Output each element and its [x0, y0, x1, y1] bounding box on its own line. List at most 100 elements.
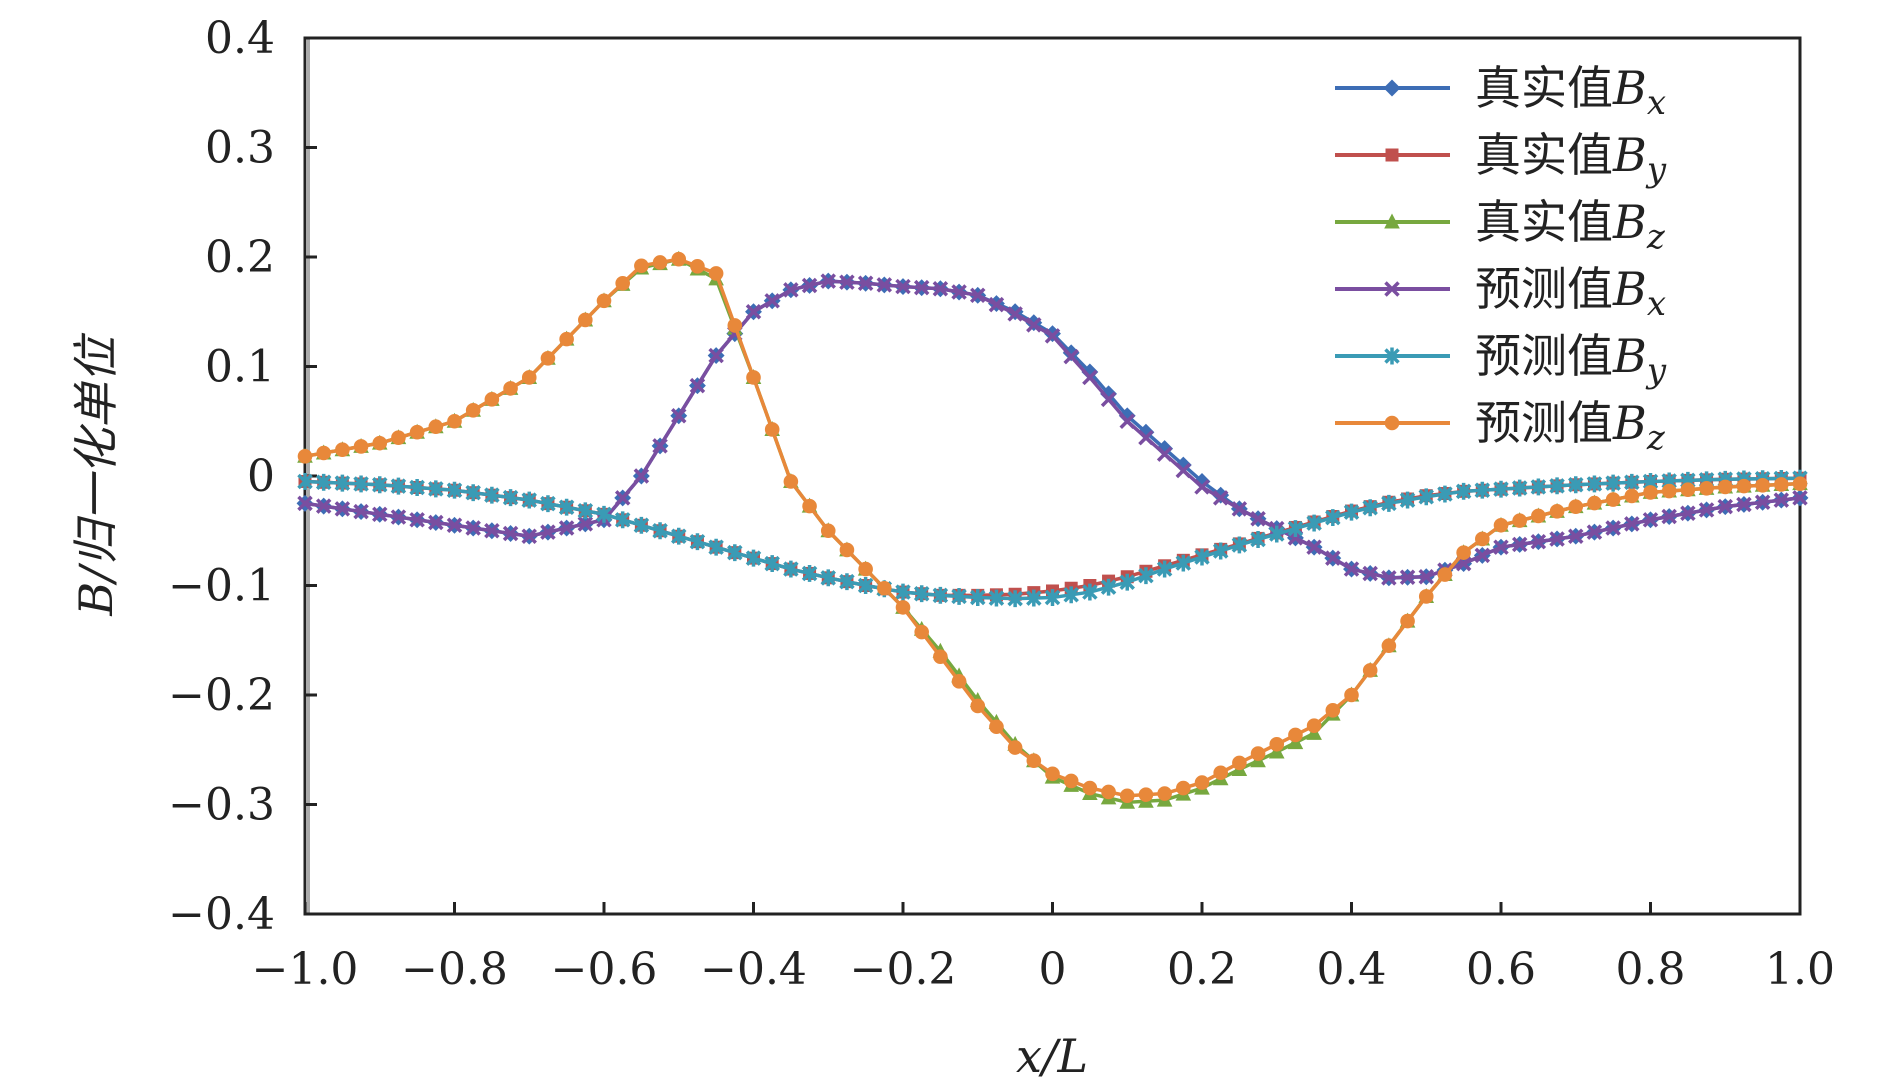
legend-label: 真实值Bz — [1475, 195, 1666, 257]
data-point — [372, 506, 388, 523]
data-point — [839, 573, 855, 591]
data-point — [727, 318, 743, 333]
data-point — [315, 498, 332, 514]
data-point — [521, 491, 537, 509]
data-point — [690, 259, 705, 274]
data-point — [1362, 499, 1378, 517]
y-tick-label: −0.2 — [168, 670, 275, 721]
data-point — [802, 498, 817, 514]
x-tick-label: 1.0 — [1765, 944, 1835, 995]
data-point — [1194, 548, 1210, 566]
legend-entry-4: 预测值Bx — [1335, 262, 1666, 324]
data-point — [1118, 407, 1136, 425]
legend-entry-5: 预测值By — [1335, 329, 1667, 391]
x-tick-label: 0.4 — [1317, 944, 1387, 995]
y-tick-label: 0.4 — [205, 13, 275, 64]
data-point — [820, 523, 836, 539]
data-point — [689, 377, 706, 394]
data-point — [1624, 516, 1640, 532]
data-point — [614, 511, 631, 529]
data-point — [558, 498, 575, 516]
x-tick-label: 0.2 — [1167, 944, 1237, 995]
data-point — [1044, 328, 1061, 344]
data-point — [1343, 561, 1360, 577]
data-point — [503, 381, 518, 396]
data-point — [1698, 502, 1715, 518]
legend-label: 预测值By — [1475, 329, 1667, 391]
data-point — [1642, 512, 1659, 528]
data-point — [689, 533, 706, 551]
data-point — [1475, 531, 1490, 547]
data-point — [1774, 477, 1789, 492]
legend-entry-1: 真实值Bx — [1335, 61, 1666, 123]
data-point — [559, 331, 574, 347]
data-point — [1511, 479, 1528, 497]
data-point — [1081, 363, 1099, 381]
data-point — [1193, 473, 1211, 490]
legend-symbol: B — [1612, 262, 1647, 316]
data-point — [1007, 740, 1023, 755]
data-point — [1325, 703, 1341, 718]
legend-symbol: B — [1612, 396, 1647, 450]
data-point — [1381, 638, 1397, 654]
x-axis-label: x/L — [1016, 1029, 1088, 1083]
data-point — [1082, 369, 1098, 386]
data-point — [783, 474, 799, 489]
legend-subscript: z — [1646, 418, 1666, 458]
legend-entry-6: 预测值Bz — [1335, 396, 1666, 458]
data-point — [1287, 520, 1304, 538]
data-point — [353, 475, 369, 493]
legend-symbol: B — [1612, 61, 1647, 115]
data-point — [671, 251, 687, 267]
data-point — [951, 588, 967, 605]
data-point — [1176, 780, 1191, 796]
series-5 — [297, 469, 1808, 608]
data-point — [1213, 765, 1228, 781]
data-point — [1605, 520, 1621, 536]
data-point — [409, 512, 425, 528]
data-point — [1138, 567, 1154, 585]
legend-label: 真实值By — [1475, 128, 1667, 190]
data-point — [745, 304, 762, 320]
legend-swatch-marker — [1385, 148, 1399, 162]
data-point — [596, 293, 612, 309]
data-point — [633, 468, 650, 484]
data-point — [913, 585, 930, 603]
data-point — [970, 287, 986, 304]
data-point — [1231, 536, 1248, 554]
data-point — [372, 435, 388, 451]
x-tick-label: −1.0 — [252, 944, 359, 995]
data-point — [465, 484, 481, 502]
data-point — [1306, 539, 1322, 555]
data-point — [1549, 531, 1565, 547]
data-point — [1736, 496, 1752, 513]
y-tick-label: −0.4 — [168, 889, 275, 940]
data-point — [1568, 528, 1584, 544]
data-point — [409, 479, 425, 496]
data-point — [989, 719, 1004, 735]
legend-swatch-marker — [1384, 281, 1400, 297]
data-point — [633, 516, 650, 534]
legend-label: 预测值Bx — [1475, 262, 1666, 324]
data-point — [521, 528, 537, 544]
data-point — [895, 583, 911, 601]
data-point — [1175, 462, 1192, 479]
axis-ticks: −1.0 −0.8 −0.6 −0.4 −0.2 0 0.2 0.4 0.6 0.8 1.0 0.4 0… — [168, 13, 1835, 995]
data-point — [970, 698, 986, 714]
data-point — [1474, 481, 1491, 499]
data-point — [820, 273, 836, 289]
data-point — [465, 403, 481, 418]
data-point — [1362, 565, 1378, 582]
data-point — [578, 312, 593, 328]
data-point — [1418, 488, 1434, 506]
data-point — [1530, 533, 1547, 550]
data-point — [1381, 570, 1397, 586]
legend-label: 真实值Bx — [1475, 61, 1666, 123]
data-point — [1156, 446, 1173, 462]
legend-subscript: y — [1645, 351, 1667, 391]
data-point — [913, 279, 930, 296]
data-point — [390, 477, 407, 495]
data-point — [1493, 517, 1509, 533]
data-point — [1100, 391, 1117, 408]
data-point — [1493, 539, 1509, 555]
